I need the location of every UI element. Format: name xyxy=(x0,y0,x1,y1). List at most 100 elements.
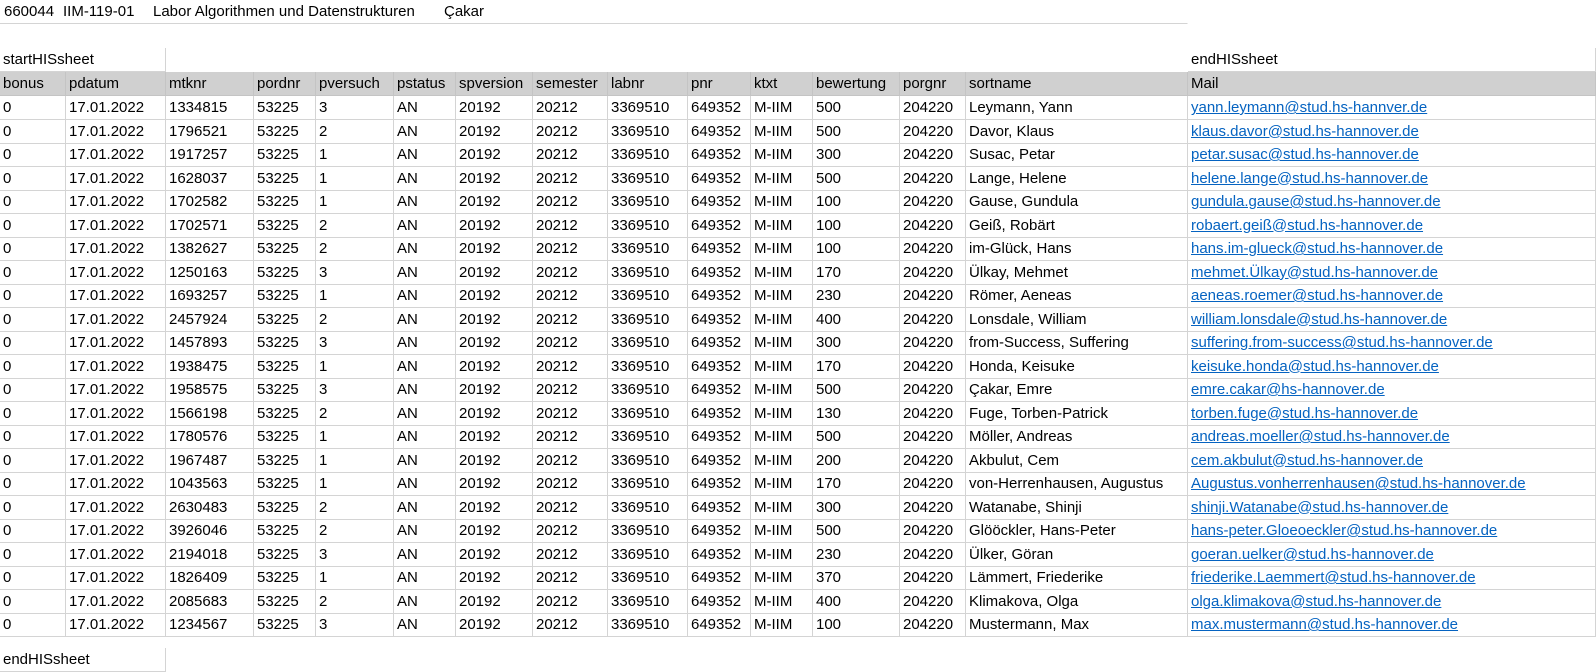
cell-pordnr[interactable]: 53225 xyxy=(254,378,316,402)
cell-pnr[interactable]: 649352 xyxy=(688,589,751,614)
cell-pordnr[interactable]: 53225 xyxy=(254,472,316,496)
cell-semester[interactable]: 20212 xyxy=(533,213,608,238)
cell-mail[interactable]: mehmet.Ülkay@stud.hs-hannover.de xyxy=(1188,260,1596,285)
cell-mail[interactable]: andreas.moeller@stud.hs-hannover.de xyxy=(1188,425,1596,449)
cell-sortname[interactable]: Watanabe, Shinji xyxy=(966,495,1188,520)
cell-pnr[interactable]: 649352 xyxy=(688,425,751,449)
cell-mail[interactable]: robaert.geiß@stud.hs-hannover.de xyxy=(1188,213,1596,238)
cell-spversion[interactable]: 20192 xyxy=(456,472,533,496)
cell-spversion[interactable]: 20192 xyxy=(456,425,533,449)
cell-sortname[interactable]: Fuge, Torben-Patrick xyxy=(966,401,1188,426)
cell-mail[interactable]: yann.leymann@stud.hs-hannver.de xyxy=(1188,96,1596,120)
cell-labnr[interactable]: 3369510 xyxy=(608,495,688,520)
cell-ktxt[interactable]: M-IIM xyxy=(751,566,813,590)
end-marker-cell[interactable]: endHISsheet xyxy=(1188,48,1596,72)
cell-spversion[interactable]: 20192 xyxy=(456,96,533,120)
cell-mail[interactable]: cem.akbulut@stud.hs-hannover.de xyxy=(1188,448,1596,473)
cell-sortname[interactable]: Möller, Andreas xyxy=(966,425,1188,449)
cell-mtknr[interactable]: 1780576 xyxy=(166,425,254,449)
cell-semester[interactable]: 20212 xyxy=(533,166,608,191)
cell-pstatus[interactable]: AN xyxy=(394,119,456,144)
cell-pordnr[interactable]: 53225 xyxy=(254,213,316,238)
cell-pstatus[interactable]: AN xyxy=(394,354,456,379)
cell-spversion[interactable]: 20192 xyxy=(456,589,533,614)
cell-bonus[interactable]: 0 xyxy=(0,166,66,191)
cell-pdatum[interactable]: 17.01.2022 xyxy=(66,96,166,120)
cell-bewertung[interactable]: 500 xyxy=(813,166,900,191)
cell-bewertung[interactable]: 300 xyxy=(813,495,900,520)
cell-bewertung[interactable]: 100 xyxy=(813,213,900,238)
cell-spversion[interactable]: 20192 xyxy=(456,190,533,214)
cell-pstatus[interactable]: AN xyxy=(394,425,456,449)
cell-pnr[interactable]: 649352 xyxy=(688,307,751,332)
cell-pordnr[interactable]: 53225 xyxy=(254,307,316,332)
cell-labnr[interactable]: 3369510 xyxy=(608,96,688,120)
email-link[interactable]: suffering.from-success@stud.hs-hannover.… xyxy=(1191,334,1493,351)
cell-pstatus[interactable]: AN xyxy=(394,542,456,567)
cell-pdatum[interactable]: 17.01.2022 xyxy=(66,566,166,590)
cell-pdatum[interactable]: 17.01.2022 xyxy=(66,190,166,214)
cell-bewertung[interactable]: 170 xyxy=(813,472,900,496)
cell-pordnr[interactable]: 53225 xyxy=(254,566,316,590)
cell-ktxt[interactable]: M-IIM xyxy=(751,401,813,426)
cell-pnr[interactable]: 649352 xyxy=(688,260,751,285)
column-header-mail[interactable]: Mail xyxy=(1188,72,1596,96)
column-header-pstatus[interactable]: pstatus xyxy=(394,72,456,96)
cell-labnr[interactable]: 3369510 xyxy=(608,542,688,567)
cell-bewertung[interactable]: 170 xyxy=(813,260,900,285)
cell-porgnr[interactable]: 204220 xyxy=(900,190,966,214)
cell-bonus[interactable]: 0 xyxy=(0,378,66,402)
column-header-semester[interactable]: semester xyxy=(533,72,608,96)
cell-bonus[interactable]: 0 xyxy=(0,331,66,355)
cell-ktxt[interactable]: M-IIM xyxy=(751,284,813,308)
cell-pordnr[interactable]: 53225 xyxy=(254,495,316,520)
cell-pstatus[interactable]: AN xyxy=(394,166,456,191)
cell-pdatum[interactable]: 17.01.2022 xyxy=(66,495,166,520)
email-link[interactable]: hans.im-glueck@stud.hs-hannover.de xyxy=(1191,240,1444,257)
cell-semester[interactable]: 20212 xyxy=(533,260,608,285)
cell-pstatus[interactable]: AN xyxy=(394,213,456,238)
cell-sortname[interactable]: from-Success, Suffering xyxy=(966,331,1188,355)
cell-mail[interactable]: helene.lange@stud.hs-hannover.de xyxy=(1188,166,1596,191)
cell-pordnr[interactable]: 53225 xyxy=(254,119,316,144)
cell-pdatum[interactable]: 17.01.2022 xyxy=(66,260,166,285)
cell-bonus[interactable]: 0 xyxy=(0,213,66,238)
cell-pversuch[interactable]: 2 xyxy=(316,519,394,543)
cell-bonus[interactable]: 0 xyxy=(0,448,66,473)
cell-sortname[interactable]: Lange, Helene xyxy=(966,166,1188,191)
cell-pstatus[interactable]: AN xyxy=(394,519,456,543)
cell-labnr[interactable]: 3369510 xyxy=(608,119,688,144)
cell-pstatus[interactable]: AN xyxy=(394,472,456,496)
cell-mtknr[interactable]: 1958575 xyxy=(166,378,254,402)
cell-mail[interactable]: max.mustermann@stud.hs-hannover.de xyxy=(1188,613,1596,637)
cell-bonus[interactable]: 0 xyxy=(0,237,66,261)
cell-pordnr[interactable]: 53225 xyxy=(254,542,316,567)
cell-labnr[interactable]: 3369510 xyxy=(608,190,688,214)
cell-pordnr[interactable]: 53225 xyxy=(254,166,316,191)
column-header-spversion[interactable]: spversion xyxy=(456,72,533,96)
email-link[interactable]: friederike.Laemmert@stud.hs-hannover.de xyxy=(1191,569,1476,586)
cell-pnr[interactable]: 649352 xyxy=(688,378,751,402)
cell-pversuch[interactable]: 1 xyxy=(316,143,394,167)
cell-mail[interactable]: friederike.Laemmert@stud.hs-hannover.de xyxy=(1188,566,1596,590)
cell-mtknr[interactable]: 1566198 xyxy=(166,401,254,426)
cell-bonus[interactable]: 0 xyxy=(0,542,66,567)
cell-labnr[interactable]: 3369510 xyxy=(608,213,688,238)
cell-spversion[interactable]: 20192 xyxy=(456,378,533,402)
email-link[interactable]: mehmet.Ülkay@stud.hs-hannover.de xyxy=(1191,263,1439,281)
cell-pordnr[interactable]: 53225 xyxy=(254,96,316,120)
cell-ktxt[interactable]: M-IIM xyxy=(751,542,813,567)
cell-mail[interactable]: shinji.Watanabe@stud.hs-hannover.de xyxy=(1188,495,1596,520)
cell-mail[interactable]: keisuke.honda@stud.hs-hannover.de xyxy=(1188,354,1596,379)
cell-bewertung[interactable]: 170 xyxy=(813,354,900,379)
cell-sortname[interactable]: Gause, Gundula xyxy=(966,190,1188,214)
cell-mtknr[interactable]: 1796521 xyxy=(166,119,254,144)
cell-spversion[interactable]: 20192 xyxy=(456,448,533,473)
email-link[interactable]: goeran.uelker@stud.hs-hannover.de xyxy=(1191,545,1434,563)
column-header-pnr[interactable]: pnr xyxy=(688,72,751,96)
cell-porgnr[interactable]: 204220 xyxy=(900,495,966,520)
cell-mtknr[interactable]: 3926046 xyxy=(166,519,254,543)
column-header-labnr[interactable]: labnr xyxy=(608,72,688,96)
cell-pordnr[interactable]: 53225 xyxy=(254,519,316,543)
cell-labnr[interactable]: 3369510 xyxy=(608,448,688,473)
